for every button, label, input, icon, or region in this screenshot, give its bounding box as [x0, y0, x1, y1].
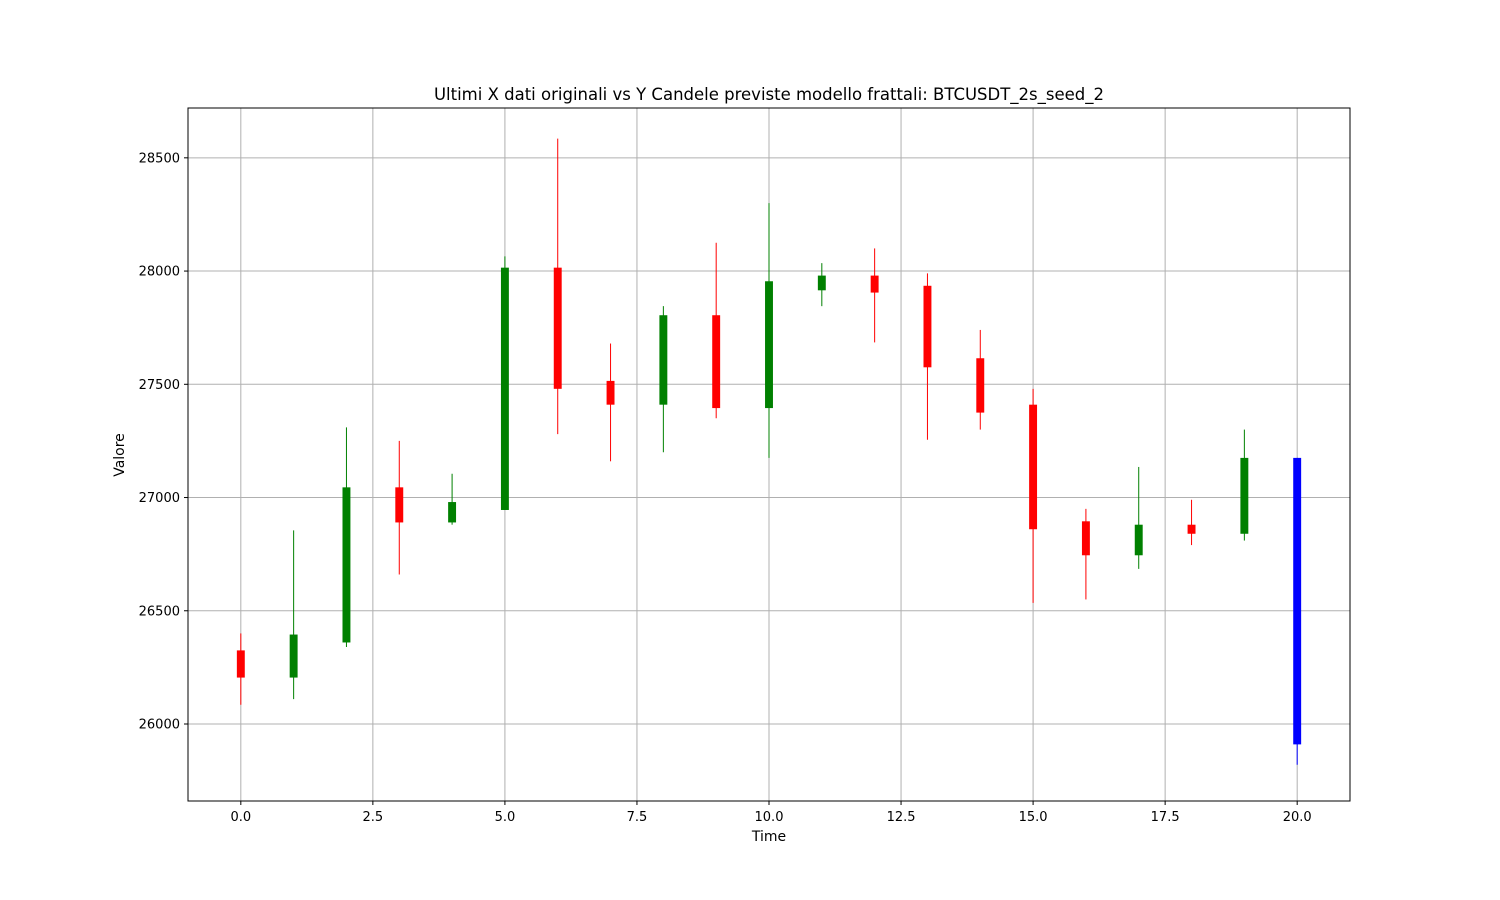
candle-body — [1240, 457, 1249, 534]
x-tick-label: 0.0 — [230, 810, 251, 825]
candle-10 — [765, 203, 773, 458]
candle-20 — [1293, 457, 1302, 765]
candle-8 — [659, 306, 668, 453]
candle-body — [1293, 457, 1302, 745]
candles — [236, 138, 1302, 765]
candle-body — [1081, 521, 1090, 556]
x-tick-label: 2.5 — [363, 810, 384, 825]
candle-body — [712, 315, 721, 409]
candle-12 — [870, 248, 879, 343]
candle-9 — [712, 242, 721, 419]
y-tick-label: 26000 — [139, 718, 180, 733]
x-axis-ticks: 0.0 2.5 5.0 7.5 10.0 12.5 15.0 17.5 20.0 — [230, 801, 1312, 825]
x-axis-label: Time — [751, 829, 786, 845]
candle-16 — [1081, 508, 1090, 600]
candle-7 — [606, 343, 615, 462]
candle-15 — [1029, 388, 1038, 603]
y-tick-label: 27000 — [139, 491, 180, 506]
candle-3 — [395, 440, 404, 575]
candle-0 — [236, 633, 245, 705]
candle-body — [500, 267, 509, 510]
x-tick-label: 17.5 — [1151, 810, 1180, 825]
candle-1 — [289, 530, 298, 700]
candle-body — [817, 275, 826, 291]
candle-body — [976, 358, 985, 413]
candle-6 — [553, 138, 562, 435]
candle-5 — [500, 256, 509, 510]
candle-body — [659, 315, 668, 405]
candle-2 — [342, 427, 351, 647]
y-tick-label: 27500 — [139, 378, 180, 393]
candle-body — [553, 267, 562, 389]
x-tick-label: 20.0 — [1283, 810, 1312, 825]
candle-body — [1029, 404, 1038, 530]
candle-18 — [1187, 499, 1196, 546]
candle-body — [765, 281, 773, 409]
candle-body — [236, 650, 245, 678]
candle-13 — [923, 273, 932, 440]
candle-body — [289, 634, 298, 678]
candle-body — [1187, 524, 1196, 534]
candle-body — [342, 487, 351, 643]
chart-title: Ultimi X dati originali vs Y Candele pre… — [434, 85, 1104, 105]
x-tick-label: 7.5 — [627, 810, 648, 825]
candle-body — [1134, 524, 1143, 556]
x-tick-label: 10.0 — [755, 810, 784, 825]
candle-body — [448, 502, 457, 523]
candle-4 — [448, 473, 457, 525]
y-tick-label: 26500 — [139, 604, 180, 619]
y-tick-label: 28000 — [139, 265, 180, 280]
candle-14 — [976, 329, 985, 430]
candle-17 — [1134, 466, 1143, 569]
candle-body — [606, 380, 615, 405]
y-axis-ticks: 26000 26500 27000 27500 28000 28500 — [139, 151, 188, 733]
candle-body — [395, 487, 404, 523]
y-tick-label: 28500 — [139, 151, 180, 166]
candle-body — [923, 285, 932, 368]
x-tick-label: 15.0 — [1019, 810, 1048, 825]
x-tick-label: 5.0 — [495, 810, 516, 825]
candle-11 — [817, 263, 826, 307]
candle-body — [870, 275, 879, 293]
y-axis-label: Valore — [112, 433, 128, 477]
candle-19 — [1240, 429, 1249, 541]
x-tick-label: 12.5 — [887, 810, 916, 825]
